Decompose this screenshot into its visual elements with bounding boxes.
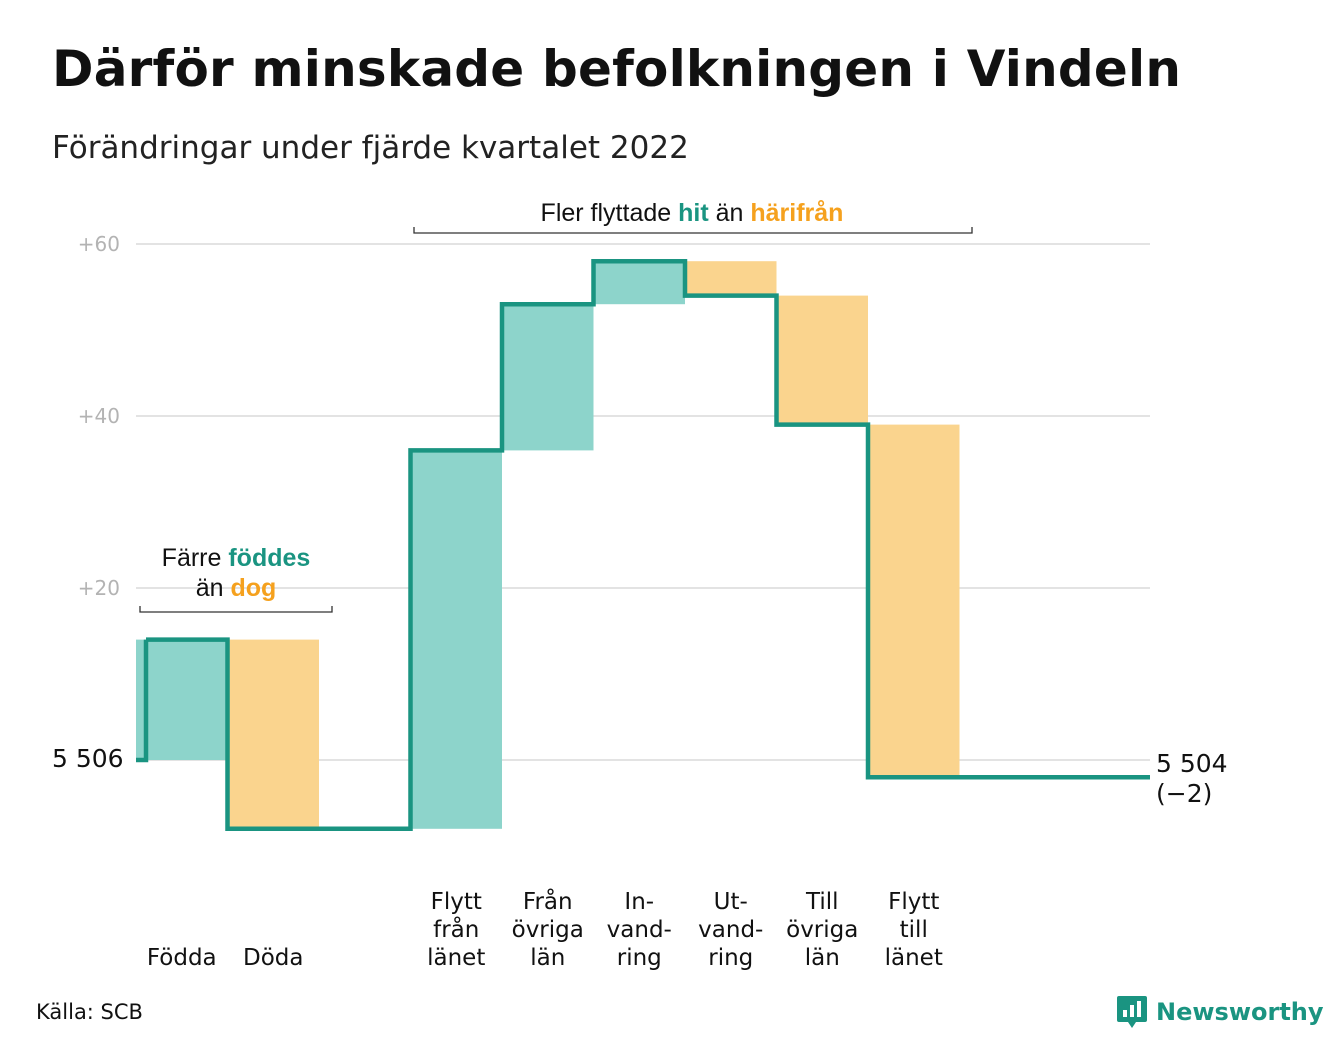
category-label: länet — [885, 945, 943, 971]
newsworthy-icon — [1117, 996, 1147, 1028]
brand-name: Newsworthy — [1156, 998, 1324, 1026]
brand-logo: Newsworthy — [1116, 994, 1324, 1030]
moves-annotation-text: Fler flyttade hit än härifrån — [541, 199, 844, 227]
bar-decrease — [776, 295, 868, 425]
category-label: In- — [624, 889, 654, 915]
category-label: län — [805, 945, 840, 971]
moves-annotation: Fler flyttade hit än härifrån — [413, 199, 973, 234]
bar-increase — [136, 639, 228, 760]
category-label: länet — [427, 945, 485, 971]
category-label: Döda — [243, 945, 303, 971]
births-annotation-line2: än dog — [196, 574, 277, 602]
start-value-label: 5 506 — [52, 744, 124, 773]
category-label: Flytt — [888, 889, 939, 915]
category-label: övriga — [786, 917, 858, 943]
category-label: ring — [617, 945, 662, 971]
source-note: Källa: SCB — [36, 1000, 143, 1024]
category-label: vand- — [607, 917, 672, 943]
y-tick-label: +20 — [78, 576, 120, 600]
moves-bracket — [413, 227, 973, 234]
y-tick-label: +40 — [78, 404, 120, 428]
chart-title: Därför minskade befolkningen i Vindeln — [52, 40, 1182, 98]
step-line-start — [136, 639, 149, 763]
bar-increase — [502, 304, 594, 451]
births-bracket — [139, 606, 333, 613]
bar-increase — [593, 261, 685, 305]
category-label: till — [900, 917, 928, 943]
category-label: län — [530, 945, 565, 971]
chart-subtitle: Förändringar under fjärde kvartalet 2022 — [52, 130, 689, 166]
step-line — [136, 258, 1150, 832]
end-change-label: (−2) — [1156, 779, 1212, 808]
category-label: Från — [523, 887, 573, 915]
category-label: Ut- — [714, 889, 748, 915]
category-label: övriga — [512, 917, 584, 943]
category-label: vand- — [698, 917, 763, 943]
y-tick-label: +60 — [78, 232, 120, 256]
category-label: ring — [708, 945, 753, 971]
category-label: Födda — [147, 945, 217, 971]
bars — [136, 261, 960, 829]
births-annotation-line1: Färre föddes — [162, 544, 311, 572]
births-annotation: Färre föddes än dog — [139, 544, 333, 613]
bar-decrease — [868, 424, 960, 778]
category-label: från — [433, 915, 479, 943]
bar-decrease — [685, 261, 777, 296]
end-value-label: 5 504 — [1156, 749, 1228, 778]
category-label: Till — [805, 889, 839, 915]
category-label: Flytt — [431, 889, 482, 915]
step-line-path — [146, 258, 1150, 832]
bar-decrease — [227, 639, 319, 829]
bar-increase — [410, 450, 502, 829]
